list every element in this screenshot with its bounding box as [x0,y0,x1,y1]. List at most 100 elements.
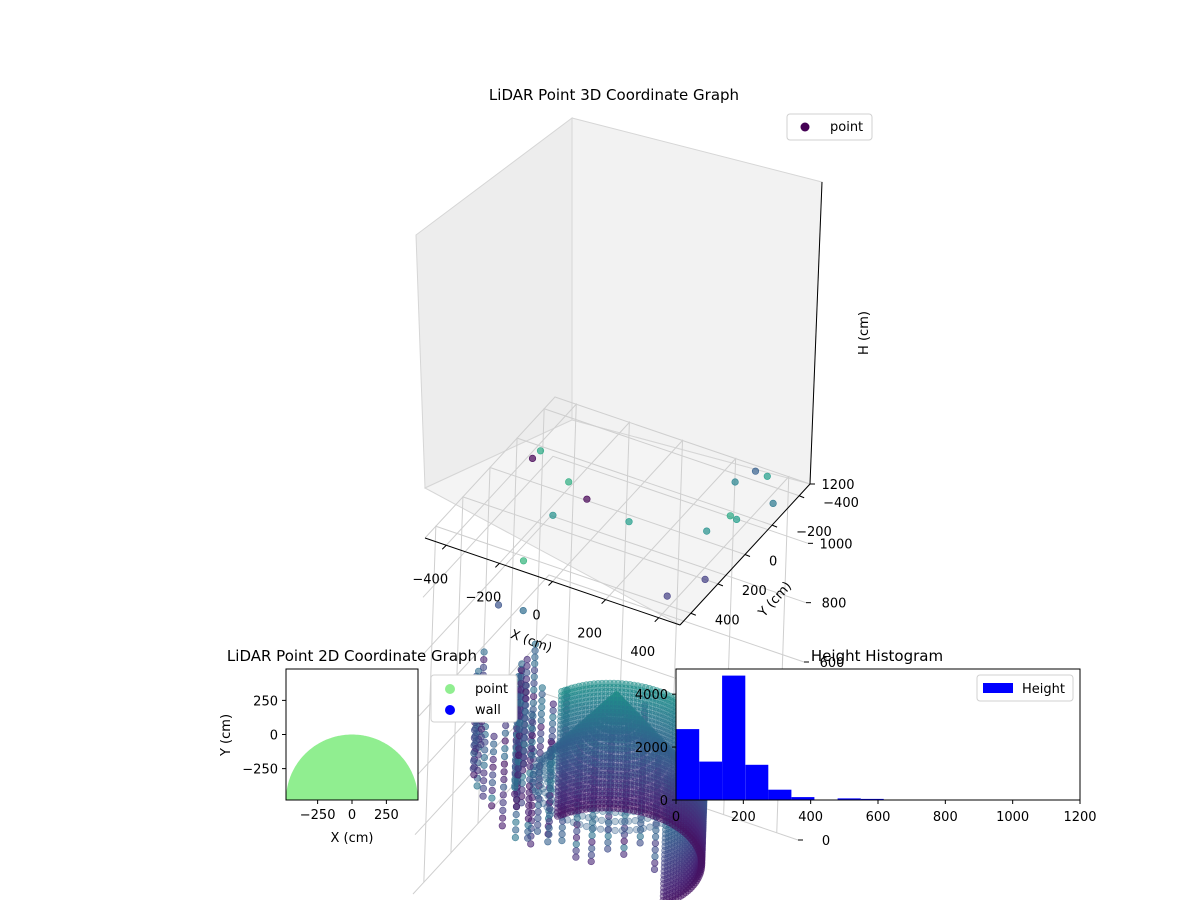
point-3d [549,511,557,519]
point-3d [751,467,760,475]
point-3d [521,727,529,735]
point-3d [534,814,542,822]
legend-3d-point-label: point [830,120,863,135]
x-tick-label-2d: −250 [300,808,336,823]
point-3d [521,721,529,729]
point-3d [624,817,633,825]
point-3d [558,830,566,838]
point-3d [544,778,552,786]
point-3d [501,745,509,753]
point-3d [651,852,659,861]
point-3d [525,788,533,797]
point-3d [538,758,546,766]
point-3d [651,846,659,854]
point-3d [587,857,595,866]
point-3d [500,775,508,784]
x-tick-label: 0 [532,609,540,624]
point-3d [489,748,498,756]
point-3d [536,736,545,744]
point-3d [583,495,591,503]
point-3d [533,791,542,800]
point-3d [726,512,734,520]
point-3d [572,840,580,848]
point-3d [480,761,488,769]
point-3d [618,826,626,835]
point-3d [636,839,644,847]
point-3d [523,655,531,664]
point-3d [479,784,488,793]
x-tick-label-hist: 0 [672,810,680,825]
point-3d [639,824,647,833]
point-3d [537,781,545,789]
point-3d [604,826,612,834]
point-3d [500,783,508,791]
z-tick-label: 1200 [821,478,854,493]
pane-back [571,117,823,485]
point-3d [490,732,498,741]
point-3d [530,679,538,687]
point-3d [545,824,553,832]
y-tick-label: −400 [823,496,859,511]
y-tick-label: 0 [769,555,777,570]
point-3d [514,771,522,779]
point-3d [513,796,521,804]
x-tick-label: 400 [630,645,655,660]
point-3d [519,606,527,615]
legend-2d-wall-marker [445,705,455,715]
x-tick-label-hist: 1000 [996,810,1029,825]
point-3d [538,690,546,698]
point-3d [701,575,709,584]
point-3d [528,725,537,733]
point-3d [521,708,530,716]
x-tick-label: 200 [577,627,602,642]
point-3d [651,833,660,841]
histogram-bar [768,789,792,800]
y-tick-label: 200 [742,584,767,599]
point-3d [558,836,566,845]
legend-2d-wall-label: wall [475,703,501,718]
point-3d [470,757,478,765]
y-tick-mark [717,583,724,587]
point-3d [524,834,532,842]
point-3d [488,794,496,802]
point-3d [528,731,536,740]
point-3d [573,827,581,835]
point-3d [520,753,528,762]
point-3d [512,826,520,834]
histogram-title: Height Histogram [811,647,943,665]
point-3d [514,764,522,773]
grid-3d [412,396,811,895]
point-3d [538,697,546,705]
legend-2d: point wall [430,674,518,723]
point-3d [488,802,496,810]
y-tick-label-hist: 2000 [635,741,668,756]
point-3d [470,771,478,779]
point-3d [534,808,542,816]
point-3d [520,747,528,755]
z-axis-label-3d: H (cm) [857,311,872,355]
y-tick-mark [771,524,778,528]
point-3d [598,816,606,824]
point-3d [533,827,542,835]
point-3d [541,788,549,797]
legend-histogram-height-label: Height [1022,682,1065,697]
point-3d [565,478,573,486]
point-3d [498,822,506,830]
point-3d [477,733,485,741]
histogram-bar [676,729,700,800]
point-3d [582,822,591,831]
point-3d [501,752,509,761]
point-3d [512,818,520,826]
legend-3d-point-marker [800,122,810,132]
z-tick-label: 1000 [819,537,852,552]
point-3d [529,771,538,779]
point-3d [563,816,572,824]
point-3d [528,738,536,746]
y-tick-label-hist: 0 [660,794,668,809]
point-3d [604,817,613,825]
point-3d [604,838,612,847]
point-3d [529,699,538,707]
point-3d [477,725,486,733]
point-3d [538,684,546,692]
plot-2d-title: LiDAR Point 2D Coordinate Graph [227,647,477,665]
